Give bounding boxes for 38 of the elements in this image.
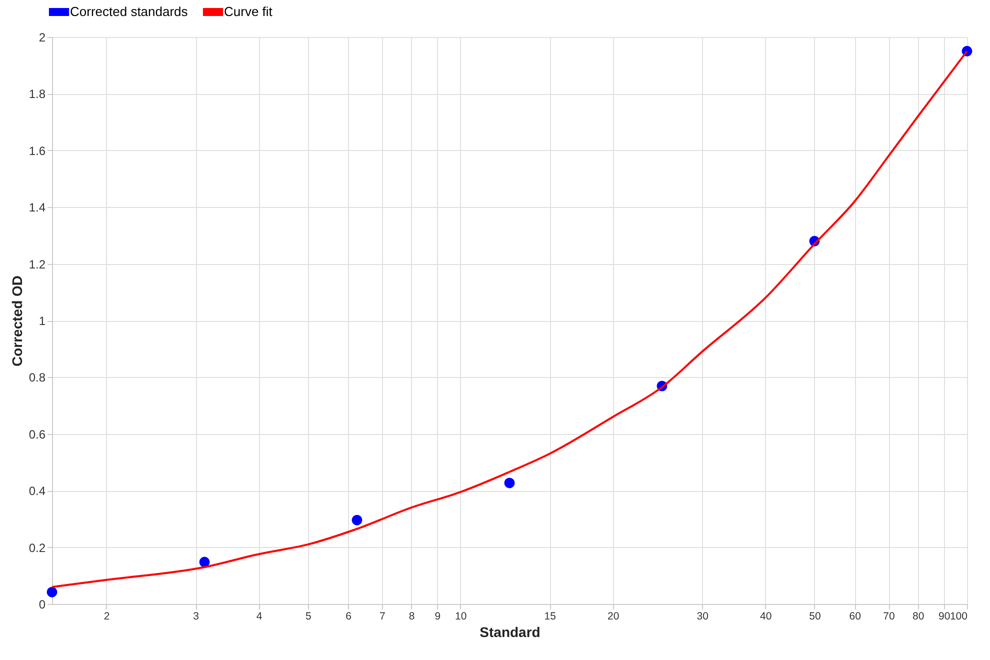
y-tick-label: 0.4 xyxy=(28,484,46,498)
x-tick-label: 80 xyxy=(912,610,924,622)
x-tick-label: 30 xyxy=(696,610,709,622)
y-tick-label: 0.6 xyxy=(28,427,46,442)
x-tick-label: 4 xyxy=(256,610,262,622)
y-tick-label: 1.4 xyxy=(28,200,46,215)
x-axis-title: Standard xyxy=(480,624,540,640)
x-tick-label: 9 xyxy=(434,610,441,622)
y-tick-label: 0 xyxy=(38,598,46,612)
point xyxy=(199,556,210,568)
x-tick-label: 90 xyxy=(938,610,950,622)
x-tick-label: 60 xyxy=(849,610,862,622)
x-tick-label: 50 xyxy=(809,610,821,622)
x-tick-label: 20 xyxy=(608,610,620,622)
x-tick-label: 8 xyxy=(408,610,415,622)
point xyxy=(504,478,515,488)
y-tick-label: 1.2 xyxy=(28,257,46,272)
y-tick-label: 1 xyxy=(38,314,46,328)
y-tick-label: 0.2 xyxy=(28,540,46,555)
x-tick-label: 5 xyxy=(305,610,312,622)
x-tick-label: 10 xyxy=(455,610,467,622)
y-tick-label: 0.8 xyxy=(28,370,46,385)
point xyxy=(46,586,58,598)
x-tick-label: 6 xyxy=(346,610,352,622)
y-axis-title: Corrected OD xyxy=(8,275,25,367)
y-tick-label: 1.6 xyxy=(28,144,46,158)
x-tick-label: 15 xyxy=(544,610,556,622)
x-tick-label: 2 xyxy=(104,610,110,622)
x-tick-label: 40 xyxy=(760,610,772,622)
y-tick-label: 2 xyxy=(38,30,46,44)
legend-label: Corrected standards xyxy=(70,4,188,19)
legend-label: Curve fit xyxy=(224,4,273,19)
x-tick-label: 70 xyxy=(883,610,896,622)
x-tick-label: 7 xyxy=(380,610,386,622)
x-tick-label: 100 xyxy=(950,610,968,622)
y-tick-label: 1.8 xyxy=(28,87,46,102)
point xyxy=(352,514,362,526)
x-tick-label: 3 xyxy=(193,610,200,622)
